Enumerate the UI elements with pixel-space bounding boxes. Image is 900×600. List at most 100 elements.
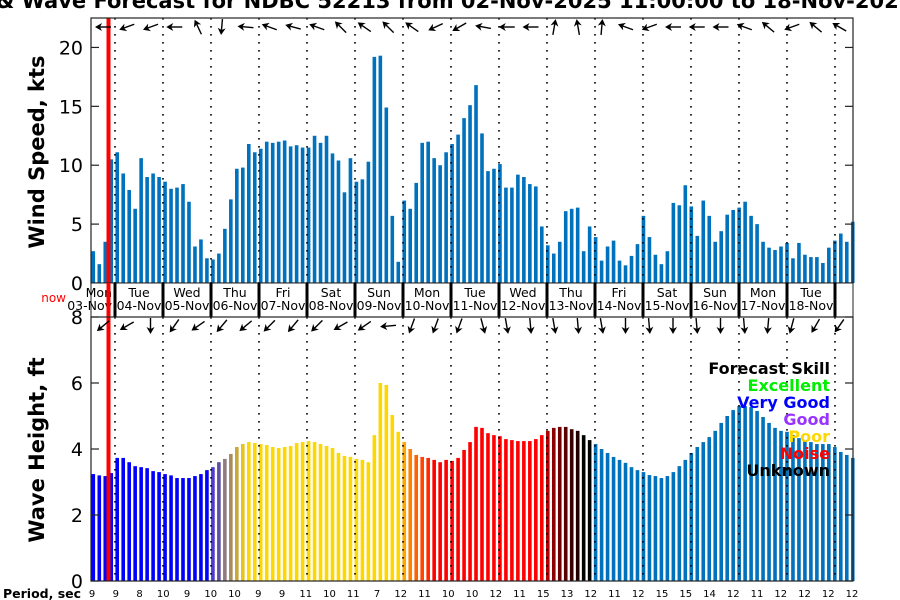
- bar: [713, 430, 718, 581]
- bar: [252, 152, 257, 283]
- bar: [761, 416, 765, 581]
- day-date-label: 16-Nov: [693, 298, 738, 313]
- bar: [456, 457, 460, 581]
- day-name-label: Tue: [463, 285, 486, 300]
- bar: [713, 241, 718, 283]
- bar: [809, 442, 813, 581]
- bar: [773, 427, 777, 581]
- direction-arrow-icon: [832, 23, 847, 32]
- bar: [151, 471, 155, 581]
- arrow-shaft: [266, 25, 278, 31]
- bar: [217, 462, 221, 581]
- arrow-shaft: [361, 24, 372, 33]
- bar: [246, 442, 251, 581]
- bar: [510, 187, 514, 283]
- direction-arrow-icon: [834, 319, 845, 333]
- bar: [743, 406, 747, 581]
- bar: [187, 201, 191, 283]
- arrow-head: [166, 23, 174, 31]
- direction-arrow-icon: [736, 22, 753, 31]
- bar: [797, 242, 801, 283]
- arrow-shaft: [836, 24, 847, 32]
- arrow-head: [479, 325, 488, 334]
- day-separator: [401, 283, 405, 317]
- bar: [151, 173, 155, 283]
- bar: [366, 462, 371, 581]
- bar: [839, 451, 843, 581]
- bar: [791, 435, 795, 581]
- bar: [468, 442, 472, 581]
- bar: [623, 265, 628, 283]
- arrow-shaft: [767, 317, 770, 330]
- bar: [360, 179, 365, 283]
- bar: [456, 134, 460, 283]
- direction-arrow-icon: [263, 319, 276, 332]
- bar: [444, 152, 448, 283]
- arrow-head: [574, 326, 583, 334]
- bar: [426, 141, 430, 283]
- bar: [695, 235, 700, 283]
- direction-arrow-icon: [405, 22, 419, 33]
- direction-arrow-icon: [502, 317, 511, 334]
- day-date-label: 14-Nov: [597, 298, 642, 313]
- bar: [492, 168, 496, 283]
- arrow-head: [665, 23, 672, 31]
- wind-y-axis-label: Wind Speed, kts: [25, 55, 49, 248]
- arrow-head: [285, 22, 294, 31]
- period-value: 11: [513, 589, 526, 600]
- direction-arrow-icon: [285, 22, 301, 31]
- direction-arrow-icon: [641, 23, 658, 32]
- direction-arrow-icon: [475, 22, 492, 31]
- bar: [91, 474, 96, 581]
- direction-arrow-icon: [119, 321, 135, 330]
- bar: [109, 159, 114, 283]
- bar: [677, 466, 682, 581]
- day-separator: [545, 283, 549, 317]
- arrow-head: [333, 323, 342, 330]
- bar: [336, 452, 341, 581]
- wind-speed-plot: 0 5 10 15 20: [59, 17, 855, 295]
- arrow-shaft: [479, 25, 492, 30]
- arrow-shaft: [290, 319, 299, 329]
- bar: [659, 478, 664, 581]
- bar: [665, 251, 670, 283]
- direction-arrow-icon: [431, 318, 439, 334]
- arrow-head: [119, 23, 128, 32]
- period-label: Period, sec: [3, 586, 81, 600]
- arrow-head: [217, 27, 226, 35]
- day-separator: [449, 283, 453, 317]
- bar: [432, 459, 436, 581]
- bar: [372, 435, 377, 581]
- arrow-head: [597, 19, 606, 27]
- arrow-head: [502, 326, 511, 334]
- arrow-shaft: [123, 23, 135, 29]
- direction-arrow-icon: [597, 317, 606, 334]
- bar: [342, 192, 347, 283]
- bar: [300, 442, 305, 581]
- bar: [420, 142, 424, 283]
- bar: [163, 181, 167, 283]
- bar: [635, 244, 640, 283]
- bar: [785, 431, 789, 581]
- period-value: 13: [561, 589, 574, 600]
- bar: [181, 184, 185, 283]
- day-name-label: Wed: [173, 285, 200, 300]
- direction-arrow-icon: [407, 318, 416, 334]
- direction-arrow-icon: [621, 318, 630, 334]
- period-value: 11: [299, 589, 312, 600]
- period-value: 12: [584, 589, 597, 600]
- arrow-shaft: [337, 321, 348, 329]
- period-value: 11: [347, 589, 360, 600]
- period-value: 9: [279, 589, 285, 600]
- direction-arrow-icon: [239, 320, 253, 332]
- arrow-head: [169, 324, 177, 333]
- legend-item-poor: Poor: [788, 427, 830, 446]
- arrow-shaft: [242, 26, 254, 29]
- arrow-head: [740, 326, 749, 334]
- bar: [749, 215, 753, 283]
- period-value: 9: [255, 589, 261, 600]
- bar: [755, 411, 759, 581]
- bar: [288, 146, 293, 283]
- y-tick-label: 0: [71, 571, 83, 593]
